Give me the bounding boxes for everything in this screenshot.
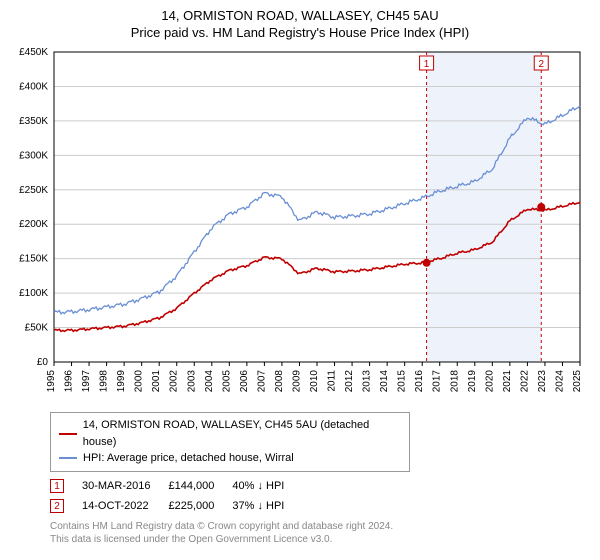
footer-attribution: Contains HM Land Registry data © Crown c… (50, 520, 590, 546)
svg-text:2013: 2013 (362, 370, 373, 393)
footer-line: Contains HM Land Registry data © Crown c… (50, 520, 590, 533)
svg-text:2012: 2012 (344, 370, 355, 393)
svg-text:2014: 2014 (379, 370, 390, 393)
svg-text:1995: 1995 (46, 370, 57, 393)
svg-text:£150K: £150K (19, 254, 48, 265)
svg-text:£50K: £50K (25, 323, 49, 334)
legend-item: 14, ORMISTON ROAD, WALLASEY, CH45 5AU (d… (59, 417, 401, 450)
sale-date: 14-OCT-2022 (82, 496, 168, 516)
svg-text:2022: 2022 (519, 370, 530, 393)
svg-text:£400K: £400K (19, 81, 48, 92)
svg-text:2018: 2018 (449, 370, 460, 393)
svg-text:2001: 2001 (151, 370, 162, 393)
svg-text:2009: 2009 (291, 370, 302, 393)
svg-text:2002: 2002 (169, 370, 180, 393)
legend: 14, ORMISTON ROAD, WALLASEY, CH45 5AU (d… (50, 412, 410, 472)
svg-text:£200K: £200K (19, 219, 48, 230)
svg-text:£100K: £100K (19, 288, 48, 299)
sale-price: £225,000 (168, 496, 232, 516)
svg-text:2016: 2016 (414, 370, 425, 393)
svg-text:2008: 2008 (274, 370, 285, 393)
sale-delta: 37% ↓ HPI (232, 496, 302, 516)
svg-text:2007: 2007 (256, 370, 267, 393)
chart-title: 14, ORMISTON ROAD, WALLASEY, CH45 5AU (10, 8, 590, 23)
svg-text:2021: 2021 (502, 370, 513, 393)
svg-text:1999: 1999 (116, 370, 127, 393)
sale-delta: 40% ↓ HPI (232, 476, 302, 496)
svg-text:1997: 1997 (81, 370, 92, 393)
svg-text:2025: 2025 (572, 370, 583, 393)
svg-text:2017: 2017 (432, 370, 443, 393)
legend-swatch (59, 433, 77, 435)
legend-label: HPI: Average price, detached house, Wirr… (83, 450, 294, 467)
svg-text:2023: 2023 (537, 370, 548, 393)
chart-subtitle: Price paid vs. HM Land Registry's House … (10, 25, 590, 40)
sale-badge: 1 (50, 479, 64, 493)
sale-row: 2 14-OCT-2022£225,00037% ↓ HPI (50, 496, 302, 516)
footer-line: This data is licensed under the Open Gov… (50, 533, 590, 546)
svg-text:1996: 1996 (64, 370, 75, 393)
svg-text:£250K: £250K (19, 185, 48, 196)
svg-text:2015: 2015 (397, 370, 408, 393)
price-chart: £0 £50K £100K £150K £200K £250K £300K £350K £400… (10, 46, 590, 406)
svg-text:2000: 2000 (134, 370, 145, 393)
svg-text:2024: 2024 (554, 370, 565, 393)
svg-text:£350K: £350K (19, 116, 48, 127)
svg-text:1998: 1998 (99, 370, 110, 393)
legend-swatch (59, 457, 77, 459)
svg-text:2019: 2019 (467, 370, 478, 393)
svg-text:2004: 2004 (204, 370, 215, 393)
svg-text:2003: 2003 (186, 370, 197, 393)
sales-table: 1 30-MAR-2016£144,00040% ↓ HPI 2 14-OCT-202… (50, 476, 302, 516)
sale-price: £144,000 (168, 476, 232, 496)
svg-text:1: 1 (424, 59, 430, 70)
svg-text:£300K: £300K (19, 150, 48, 161)
sale-date: 30-MAR-2016 (82, 476, 168, 496)
legend-item: HPI: Average price, detached house, Wirr… (59, 450, 401, 467)
svg-text:2: 2 (538, 59, 544, 70)
legend-label: 14, ORMISTON ROAD, WALLASEY, CH45 5AU (d… (83, 417, 401, 450)
svg-text:2011: 2011 (327, 370, 338, 392)
svg-text:£450K: £450K (19, 47, 48, 58)
svg-text:2005: 2005 (221, 370, 232, 393)
sale-row: 1 30-MAR-2016£144,00040% ↓ HPI (50, 476, 302, 496)
svg-text:2006: 2006 (239, 370, 250, 393)
svg-text:2010: 2010 (309, 370, 320, 393)
svg-text:2020: 2020 (484, 370, 495, 393)
sale-badge: 2 (50, 499, 64, 513)
svg-text:£0: £0 (37, 357, 49, 368)
